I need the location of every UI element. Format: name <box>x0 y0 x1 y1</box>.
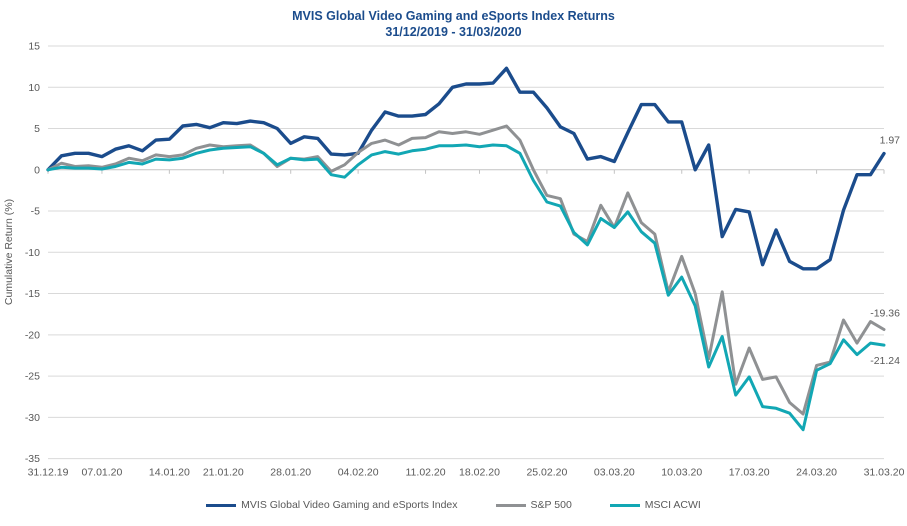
x-tick-label: 11.02.20 <box>406 467 446 479</box>
y-tick-label: -10 <box>25 247 40 259</box>
chart-title: MVIS Global Video Gaming and eSports Ind… <box>292 9 615 23</box>
chart-title-block: MVIS Global Video Gaming and eSports Ind… <box>0 9 907 40</box>
chart-legend: MVIS Global Video Gaming and eSports Ind… <box>0 499 907 511</box>
series-end-value-label: 1.97 <box>880 135 901 147</box>
series-end-value-label: -19.36 <box>870 308 900 320</box>
series-line-acwi <box>46 143 886 432</box>
x-tick-label: 07.01.20 <box>81 467 122 479</box>
x-tick-label: 04.02.20 <box>338 467 379 479</box>
legend-label-acwi: MSCI ACWI <box>644 499 701 511</box>
y-tick-label: -15 <box>25 288 40 300</box>
legend-item-acwi: MSCI ACWI <box>609 499 701 511</box>
legend-swatch-mvis <box>206 503 237 507</box>
legend-swatch-acwi <box>609 503 640 507</box>
x-tick-label: 03.03.20 <box>594 467 635 479</box>
legend-item-mvis: MVIS Global Video Gaming and eSports Ind… <box>206 499 458 511</box>
series-line-sp500 <box>46 124 886 416</box>
legend-label-mvis: MVIS Global Video Gaming and eSports Ind… <box>241 499 458 511</box>
y-tick-label: 5 <box>34 123 40 135</box>
x-tick-label: 18.02.20 <box>459 467 500 479</box>
y-tick-label: -35 <box>25 453 40 465</box>
y-tick-label: 15 <box>28 41 40 53</box>
y-tick-label: -25 <box>25 371 40 383</box>
y-tick-label: 10 <box>28 82 40 94</box>
series-line-mvis <box>46 66 886 271</box>
y-tick-label: -5 <box>31 206 40 218</box>
x-tick-label: 31.12.19 <box>28 467 69 479</box>
legend-label-sp500: S&P 500 <box>530 499 572 511</box>
x-tick-label: 28.01.20 <box>270 467 311 479</box>
series-end-value-label: -21.24 <box>870 355 900 367</box>
x-tick-label: 17.03.20 <box>729 467 770 479</box>
x-tick-label: 21.01.20 <box>203 467 244 479</box>
x-tick-label: 25.02.20 <box>526 467 567 479</box>
legend-item-sp500: S&P 500 <box>495 499 572 511</box>
y-tick-label: -20 <box>25 329 40 341</box>
x-tick-label: 31.03.20 <box>864 467 905 479</box>
x-tick-label: 10.03.20 <box>661 467 702 479</box>
x-tick-label: 14.01.20 <box>149 467 190 479</box>
legend-swatch-sp500 <box>495 503 526 507</box>
y-axis-title: Cumulative Return (%) <box>3 199 15 305</box>
x-tick-label: 24.03.20 <box>796 467 837 479</box>
y-tick-label: 0 <box>34 164 40 176</box>
y-tick-label: -30 <box>25 412 40 424</box>
chart-subtitle: 31/12/2019 - 31/03/2020 <box>385 24 522 39</box>
